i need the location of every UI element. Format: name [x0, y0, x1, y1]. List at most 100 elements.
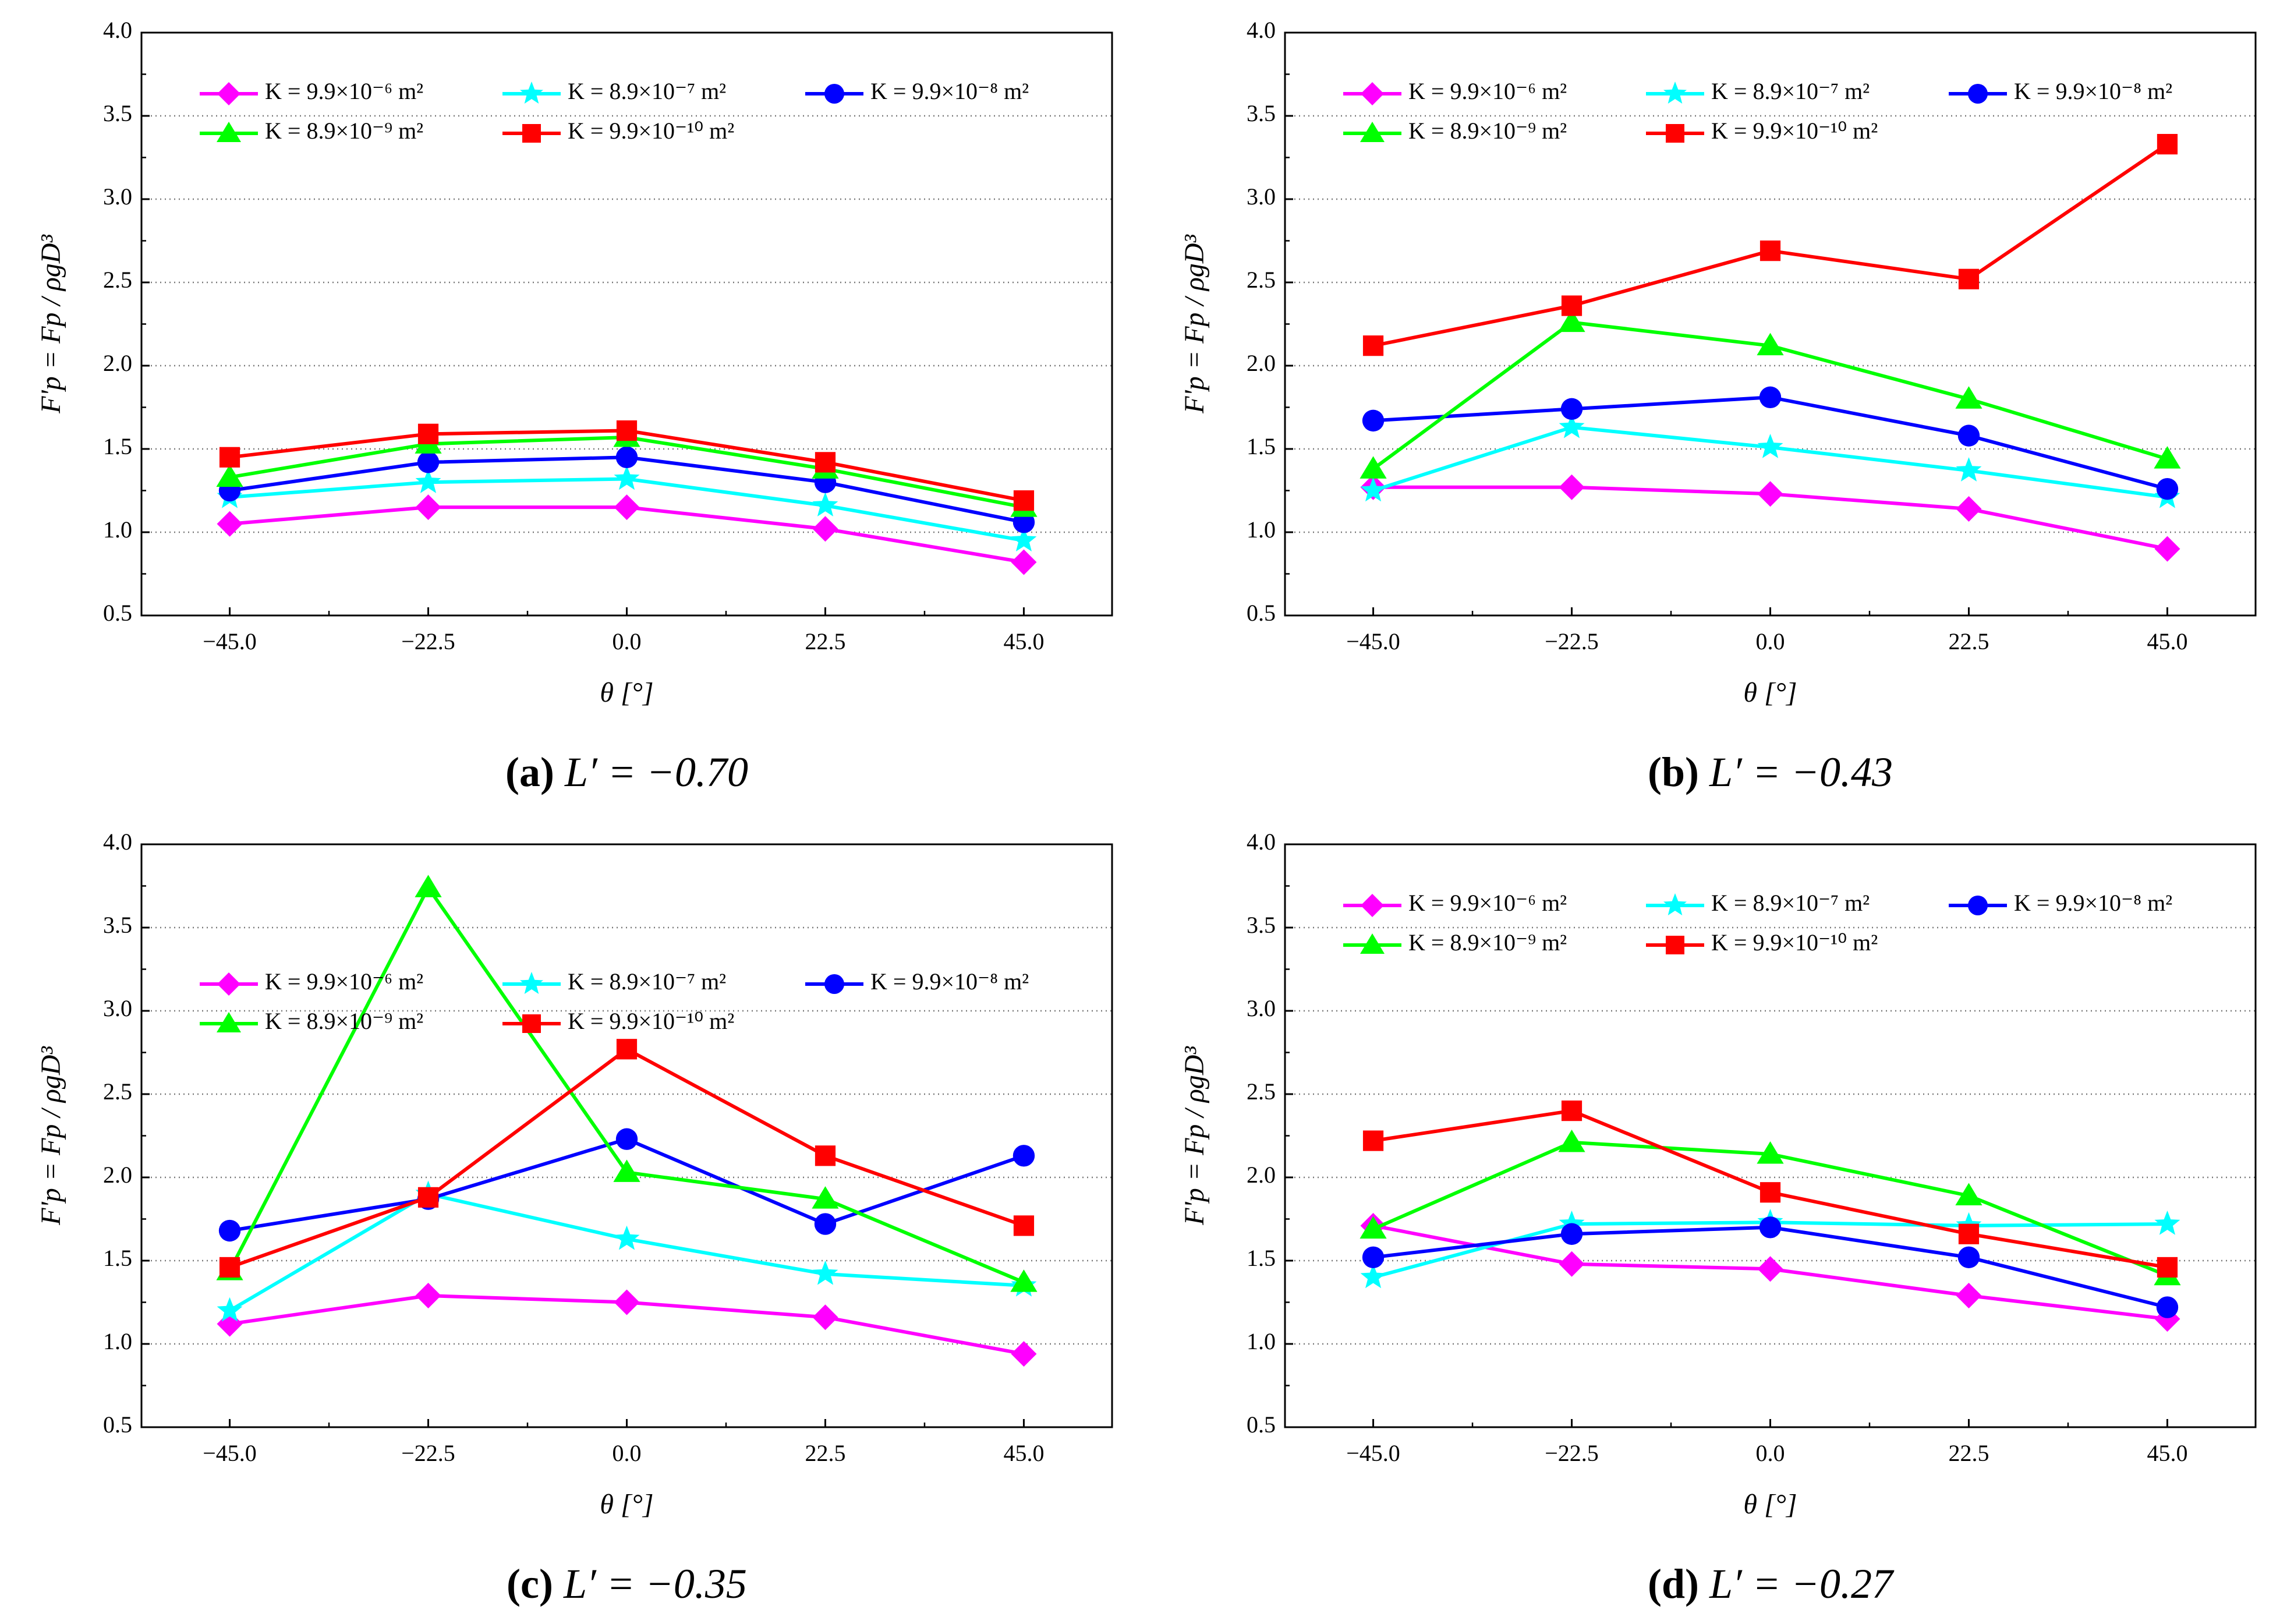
data-point [2156, 477, 2179, 500]
y-axis: 0.5 1.0 1.5 2.0 2.5 3.0 3.5 4.0 [1247, 829, 1293, 1438]
data-point [217, 1311, 243, 1337]
legend-label: K = 8.9×10⁻⁹ m² [1408, 929, 1567, 956]
x-tick-label: 45.0 [1003, 1440, 1044, 1466]
y-tick-label: 0.5 [1247, 600, 1276, 626]
data-point [219, 447, 240, 468]
data-point [1360, 456, 1387, 479]
legend-marker [1361, 82, 1384, 105]
data-point [1956, 496, 1982, 522]
legend-label: K = 9.9×10⁻⁶ m² [1408, 890, 1567, 916]
legend-label: K = 9.9×10⁻⁸ m² [2014, 890, 2172, 916]
data-point [812, 1186, 839, 1209]
x-tick-label: 45.0 [1003, 628, 1044, 654]
y-axis: 0.5 1.0 1.5 2.0 2.5 3.0 3.5 4.0 [103, 17, 150, 626]
data-point [219, 1257, 240, 1278]
series-triangle [216, 875, 1038, 1292]
data-point [1013, 1215, 1035, 1236]
legend-marker [1361, 894, 1384, 917]
legend: K = 9.9×10⁻⁶ m² K = 8.9×10⁻⁷ m² K = 9.9×10… [1343, 890, 2172, 956]
legend-marker [217, 122, 241, 142]
y-tick-label: 0.5 [1247, 1411, 1276, 1438]
data-point [218, 1219, 241, 1242]
legend-label: K = 8.9×10⁻⁹ m² [1408, 118, 1567, 144]
legend-label: K = 9.9×10⁻⁶ m² [1408, 78, 1567, 104]
data-point [613, 1159, 640, 1182]
y-tick-label: 4.0 [1247, 17, 1276, 43]
caption-value: L′ = −0.35 [553, 1561, 747, 1607]
data-point [1559, 413, 1585, 438]
data-point [216, 464, 243, 487]
legend-item: K = 8.9×10⁻⁹ m² [200, 118, 423, 144]
data-point [614, 1289, 640, 1315]
legend-label: K = 9.9×10⁻⁸ m² [870, 78, 1029, 104]
x-axis: −45.0 −22.5 0.0 22.5 45.0 [1346, 1419, 2187, 1466]
data-point [1360, 477, 1386, 502]
legend-item: K = 9.9×10⁻⁸ m² [805, 78, 1029, 104]
x-axis: −45.0 −22.5 0.0 22.5 45.0 [203, 1419, 1044, 1466]
data-point [1012, 1145, 1035, 1167]
x-tick-label: 0.0 [1756, 628, 1785, 654]
panel-caption: (c) L′ = −0.35 [507, 1561, 747, 1607]
legend-marker [522, 124, 541, 143]
data-point [1559, 1211, 1585, 1235]
legend-item: K = 9.9×10⁻¹⁰ m² [502, 118, 734, 144]
x-axis-label: θ [°] [1743, 1489, 1797, 1520]
legend-label: K = 9.9×10⁻¹⁰ m² [1711, 118, 1878, 144]
data-point [614, 494, 640, 521]
y-tick-label: 1.0 [103, 516, 132, 543]
x-tick-label: −45.0 [1346, 628, 1400, 654]
x-axis: −45.0 −22.5 0.0 22.5 45.0 [1346, 607, 2187, 654]
data-point [1757, 332, 1784, 356]
y-tick-label: 2.0 [1247, 350, 1276, 376]
x-tick-label: 45.0 [2147, 1440, 2187, 1466]
legend-item: K = 9.9×10⁻⁸ m² [1949, 890, 2172, 916]
data-point [815, 452, 836, 473]
y-axis: 0.5 1.0 1.5 2.0 2.5 3.0 3.5 4.0 [1247, 17, 1293, 626]
y-tick-label: 1.0 [1247, 516, 1276, 543]
data-point [614, 465, 640, 490]
legend-label: K = 8.9×10⁻⁹ m² [265, 118, 423, 144]
data-point [415, 494, 441, 521]
data-point [415, 469, 441, 493]
x-tick-label: −22.5 [1545, 628, 1599, 654]
y-tick-label: 2.5 [103, 267, 132, 293]
data-point [812, 1304, 838, 1331]
data-point [1362, 1246, 1385, 1268]
x-axis-label: θ [°] [1743, 677, 1797, 708]
data-point [415, 875, 442, 897]
x-tick-label: −22.5 [401, 1440, 455, 1466]
panel-caption: (a) L′ = −0.70 [505, 749, 748, 795]
data-point [417, 423, 439, 444]
y-tick-label: 4.0 [103, 17, 132, 43]
data-point [1956, 457, 1982, 482]
caption-letter: (b) [1648, 749, 1699, 795]
data-point [1759, 386, 1782, 409]
y-tick-label: 2.0 [103, 1162, 132, 1188]
x-tick-label: 22.5 [1948, 628, 1989, 654]
series-line [228, 886, 1025, 1284]
caption-value: L′ = −0.27 [1699, 1561, 1895, 1607]
legend-item: K = 9.9×10⁻¹⁰ m² [1646, 929, 1878, 956]
legend-label: K = 8.9×10⁻⁷ m² [568, 968, 726, 995]
data-point [1010, 1269, 1038, 1292]
data-point [1957, 1246, 1980, 1268]
data-point [1757, 434, 1783, 458]
data-point [1362, 1130, 1384, 1151]
data-point [1558, 309, 1585, 332]
data-point [1011, 527, 1037, 551]
legend-label: K = 8.9×10⁻⁷ m² [568, 78, 726, 104]
legend-marker [520, 82, 543, 104]
series-square [219, 420, 1035, 511]
y-tick-label: 2.5 [1247, 267, 1276, 293]
data-point [812, 1260, 838, 1285]
caption-letter: (c) [507, 1561, 553, 1607]
y-tick-label: 3.0 [103, 183, 132, 210]
x-tick-label: 45.0 [2147, 628, 2187, 654]
grid-lines [1285, 115, 2256, 533]
y-tick-label: 1.5 [103, 1245, 132, 1271]
legend-marker [1666, 124, 1684, 143]
legend-item: K = 9.9×10⁻⁶ m² [1343, 78, 1567, 105]
x-tick-label: 22.5 [805, 628, 845, 654]
data-point [2156, 1296, 2179, 1318]
